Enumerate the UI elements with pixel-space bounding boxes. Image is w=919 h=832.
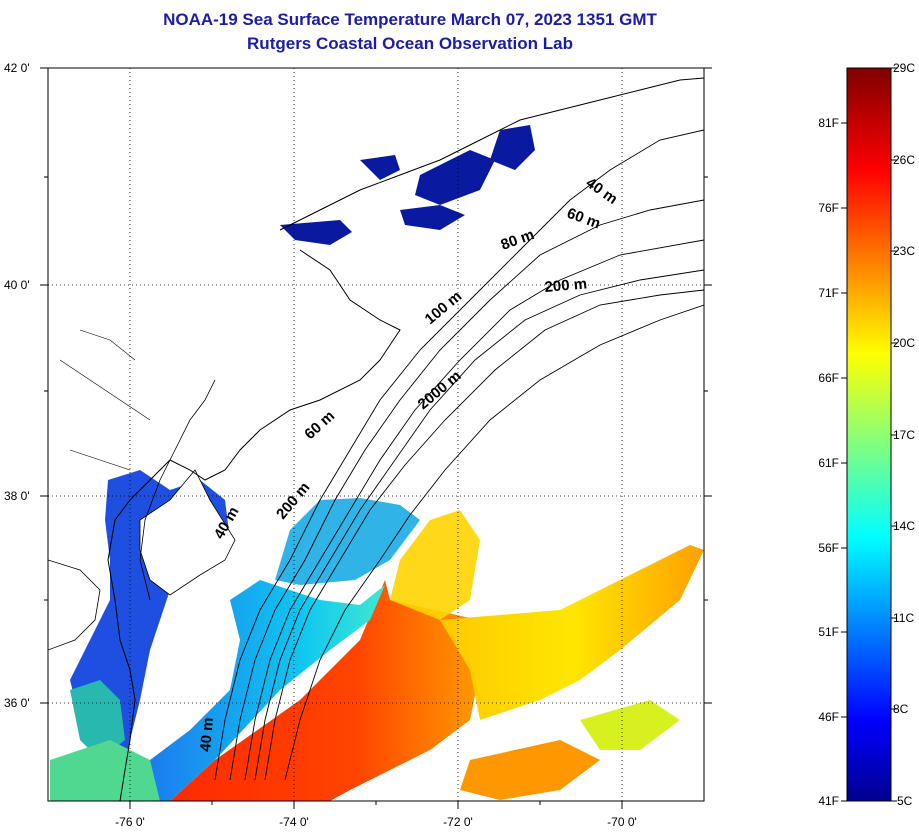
colorbar-label-c: 5C [897, 794, 913, 808]
colorbar-ticks [841, 67, 897, 802]
pamlico-sound-water [70, 680, 125, 760]
map-panel: 42 0' 40 0' 38 0' 36 0' -76 0' -74 0' -7… [4, 61, 712, 829]
shelf-cool-water [120, 580, 385, 801]
colorbar-label-c: 14C [893, 519, 915, 533]
long-island-sound-cold-2 [415, 150, 495, 205]
delmarva-land [139, 469, 236, 596]
lon-label: -70 0' [607, 815, 637, 829]
coastline [107, 249, 401, 801]
colorbar-label-c: 17C [893, 428, 915, 442]
offshore-warm-patch-2 [390, 510, 480, 620]
colorbar-label-f: 56F [818, 541, 839, 555]
colorbar-label-f: 66F [818, 371, 839, 385]
sst-field [48, 68, 704, 801]
colorbar: 29C 26C 23C 20C 17C 14C 11C 8C 5C 81F 76… [818, 61, 915, 808]
colorbar-label-c: 8C [893, 702, 909, 716]
colorbar-label-f: 61F [818, 456, 839, 470]
isobath-label: 40 m [197, 717, 217, 753]
colorbar-label-c: 23C [893, 244, 915, 258]
lat-label: 38 0' [4, 489, 30, 503]
colorbar-label-c: 11C [893, 611, 914, 625]
offshore-patch-east [580, 700, 680, 750]
map-subtitle: Rutgers Coastal Ocean Observation Lab [247, 34, 573, 53]
isobath-100 [254, 269, 704, 781]
colorbar-label-f: 46F [818, 710, 839, 724]
colorbar-label-f: 51F [818, 625, 839, 639]
colorbar-gradient [846, 67, 892, 802]
ny-bight-cold [400, 205, 465, 230]
graticule [48, 67, 704, 801]
colorbar-label-f: 71F [818, 286, 839, 300]
gulf-stream-warm-water [170, 580, 480, 801]
colorbar-label-c: 20C [893, 336, 915, 350]
isobath-label: 200 m [544, 275, 588, 296]
colorbar-label-c: 26C [893, 153, 915, 167]
colorbar-label-f: 76F [818, 201, 839, 215]
isobath-40 [214, 129, 704, 781]
colorbar-label-c: 29C [893, 61, 915, 75]
lon-label: -76 0' [115, 815, 145, 829]
offshore-cool-water [275, 498, 420, 585]
lat-label: 40 0' [4, 278, 30, 292]
nj-coast-cold [280, 220, 352, 245]
isobath-2000 [284, 304, 704, 781]
lat-label: 36 0' [4, 696, 30, 710]
inland-rivers [59, 329, 151, 471]
lon-label: -72 0' [443, 815, 473, 829]
offshore-south-patch [460, 740, 600, 800]
colorbar-label-f: 81F [818, 116, 839, 130]
isobath-60 [229, 199, 704, 781]
offshore-warm-patch [440, 545, 704, 720]
map-title: NOAA-19 Sea Surface Temperature March 07… [163, 10, 657, 29]
nearshore-green-water [50, 740, 160, 801]
coastline-north [279, 77, 704, 231]
axis-ticks [40, 67, 712, 809]
isobath-200 [264, 289, 704, 781]
long-island-sound-cold [490, 125, 535, 170]
colorbar-label-f: 41F [818, 794, 839, 808]
isobaths [214, 129, 704, 781]
lat-label: 42 0' [4, 61, 30, 75]
nj-coast-cold-2 [360, 155, 400, 180]
virginia-land [48, 559, 101, 651]
lon-label: -74 0' [279, 815, 309, 829]
chesapeake-bay-shore [139, 379, 216, 601]
isobath-80 [244, 239, 704, 781]
